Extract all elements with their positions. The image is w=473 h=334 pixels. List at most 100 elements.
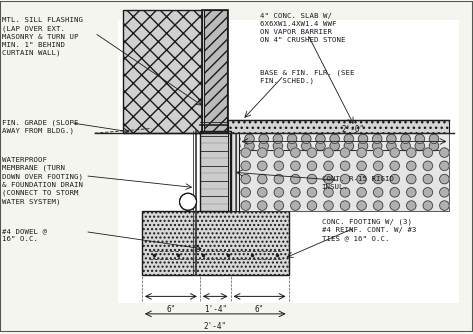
Bar bbox=[228, 133, 238, 211]
Circle shape bbox=[423, 148, 432, 157]
Circle shape bbox=[386, 134, 396, 144]
Circle shape bbox=[439, 174, 449, 184]
Circle shape bbox=[401, 141, 411, 151]
Circle shape bbox=[287, 134, 297, 144]
Circle shape bbox=[406, 174, 416, 184]
Circle shape bbox=[307, 188, 317, 197]
Circle shape bbox=[259, 141, 269, 151]
Circle shape bbox=[273, 134, 283, 144]
Text: FIN. GRADE (SLOPE
AWAY FROM BLDG.): FIN. GRADE (SLOPE AWAY FROM BLDG.) bbox=[2, 119, 79, 134]
Circle shape bbox=[245, 141, 254, 151]
Circle shape bbox=[274, 161, 284, 171]
Circle shape bbox=[324, 188, 333, 197]
Text: 2'-4": 2'-4" bbox=[204, 322, 227, 331]
Circle shape bbox=[372, 141, 382, 151]
Circle shape bbox=[231, 141, 240, 151]
Circle shape bbox=[359, 141, 368, 151]
Circle shape bbox=[257, 188, 267, 197]
Circle shape bbox=[390, 188, 399, 197]
Circle shape bbox=[340, 148, 350, 157]
Circle shape bbox=[406, 148, 416, 157]
Circle shape bbox=[324, 174, 333, 184]
Circle shape bbox=[274, 201, 284, 210]
Circle shape bbox=[406, 188, 416, 197]
Circle shape bbox=[274, 148, 284, 157]
Text: 4" CONC. SLAB W/
6X6XW1.4XW1.4 WWF
ON VAPOR BARRIER
ON 4" CRUSHED STONE: 4" CONC. SLAB W/ 6X6XW1.4XW1.4 WWF ON VA… bbox=[260, 13, 346, 43]
Circle shape bbox=[406, 161, 416, 171]
Circle shape bbox=[423, 174, 432, 184]
Bar bbox=[200, 136, 231, 151]
Circle shape bbox=[257, 174, 267, 184]
Bar bbox=[239, 150, 449, 211]
Text: BASE & FIN. FLR. (SEE
FIN. SCHED.): BASE & FIN. FLR. (SEE FIN. SCHED.) bbox=[260, 69, 355, 85]
Circle shape bbox=[359, 134, 368, 144]
Circle shape bbox=[340, 201, 350, 210]
Circle shape bbox=[302, 141, 311, 151]
Circle shape bbox=[316, 134, 325, 144]
Circle shape bbox=[287, 141, 297, 151]
Circle shape bbox=[231, 134, 240, 144]
Circle shape bbox=[390, 161, 399, 171]
Circle shape bbox=[257, 148, 267, 157]
Circle shape bbox=[340, 161, 350, 171]
Text: CONT. R-15 RIGID
INSUL.: CONT. R-15 RIGID INSUL. bbox=[322, 176, 394, 190]
Bar bbox=[118, 20, 459, 304]
Text: 2'-0": 2'-0" bbox=[342, 125, 365, 134]
Bar bbox=[200, 166, 231, 181]
Bar bbox=[142, 211, 289, 275]
Circle shape bbox=[241, 148, 251, 157]
Circle shape bbox=[373, 148, 383, 157]
Bar bbox=[200, 196, 231, 211]
Text: WATERPROOF
MEMBRANE (TURN
DOWN OVER FOOTING)
& FOUNDATION DRAIN
(CONNECT TO STOR: WATERPROOF MEMBRANE (TURN DOWN OVER FOOT… bbox=[2, 157, 83, 205]
Circle shape bbox=[357, 161, 366, 171]
Circle shape bbox=[373, 201, 383, 210]
Circle shape bbox=[245, 134, 254, 144]
Circle shape bbox=[439, 148, 449, 157]
Circle shape bbox=[273, 141, 283, 151]
Circle shape bbox=[257, 161, 267, 171]
Circle shape bbox=[390, 201, 399, 210]
Bar bbox=[228, 133, 449, 150]
Circle shape bbox=[307, 161, 317, 171]
Circle shape bbox=[357, 201, 366, 210]
Circle shape bbox=[406, 201, 416, 210]
Circle shape bbox=[401, 134, 411, 144]
Circle shape bbox=[324, 201, 333, 210]
Circle shape bbox=[257, 201, 267, 210]
Bar bbox=[200, 131, 231, 136]
Circle shape bbox=[290, 188, 300, 197]
Circle shape bbox=[344, 134, 354, 144]
Circle shape bbox=[429, 134, 438, 144]
Circle shape bbox=[415, 134, 425, 144]
Circle shape bbox=[357, 188, 366, 197]
Text: 6": 6" bbox=[255, 305, 264, 314]
Circle shape bbox=[340, 188, 350, 197]
Circle shape bbox=[307, 174, 317, 184]
Circle shape bbox=[330, 141, 340, 151]
Circle shape bbox=[344, 141, 354, 151]
Bar bbox=[228, 120, 449, 133]
Circle shape bbox=[290, 161, 300, 171]
Circle shape bbox=[324, 161, 333, 171]
Circle shape bbox=[307, 201, 317, 210]
Circle shape bbox=[330, 134, 340, 144]
Circle shape bbox=[390, 148, 399, 157]
Circle shape bbox=[373, 161, 383, 171]
Text: #4 DOWEL @
16" O.C.: #4 DOWEL @ 16" O.C. bbox=[2, 228, 47, 242]
Circle shape bbox=[439, 188, 449, 197]
Bar bbox=[200, 131, 231, 211]
Circle shape bbox=[357, 148, 366, 157]
Circle shape bbox=[259, 134, 269, 144]
Circle shape bbox=[324, 148, 333, 157]
Circle shape bbox=[386, 141, 396, 151]
Bar bbox=[202, 10, 228, 133]
Bar bbox=[203, 10, 227, 131]
Circle shape bbox=[274, 174, 284, 184]
Circle shape bbox=[241, 174, 251, 184]
Circle shape bbox=[316, 141, 325, 151]
Circle shape bbox=[439, 161, 449, 171]
Circle shape bbox=[274, 188, 284, 197]
Bar bbox=[123, 10, 202, 133]
Circle shape bbox=[390, 174, 399, 184]
Circle shape bbox=[302, 134, 311, 144]
